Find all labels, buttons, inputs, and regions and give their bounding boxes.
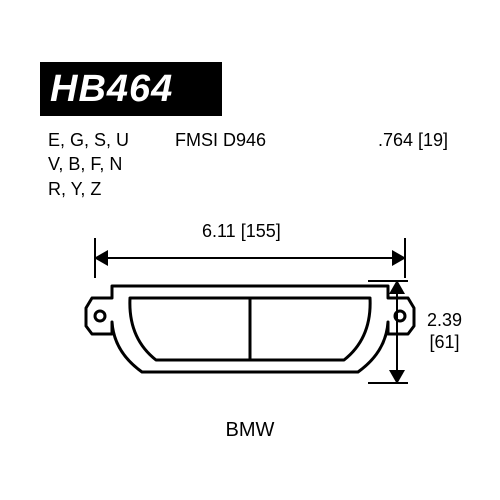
compound-codes: E, G, S, U V, B, F, N R, Y, Z — [48, 128, 168, 201]
header-bar: HB464 — [40, 62, 222, 116]
dimension-tick — [368, 382, 408, 384]
fmsi-code: FMSI D946 — [175, 128, 266, 152]
height-dimension-label: 2.39 [61] — [427, 310, 462, 353]
compound-line: E, G, S, U — [48, 128, 168, 152]
compound-line: R, Y, Z — [48, 177, 168, 201]
thickness-spec: .764 [19] — [378, 128, 448, 152]
dimension-hline — [100, 257, 400, 259]
brake-pad-outline — [78, 276, 422, 390]
height-inches: 2.39 — [427, 310, 462, 332]
vehicle-brand: BMW — [0, 419, 500, 442]
dimension-tick — [404, 238, 406, 278]
width-dimension-label: 6.11 [155] — [202, 221, 281, 242]
part-number: HB464 — [50, 68, 173, 111]
spec-sheet: HB464 E, G, S, U V, B, F, N R, Y, Z FMSI… — [0, 0, 500, 500]
compound-line: V, B, F, N — [48, 152, 168, 176]
height-mm: [61] — [427, 332, 462, 354]
width-dimension-line — [94, 246, 406, 270]
dimension-vline — [396, 286, 398, 378]
height-dimension-line — [386, 280, 408, 384]
